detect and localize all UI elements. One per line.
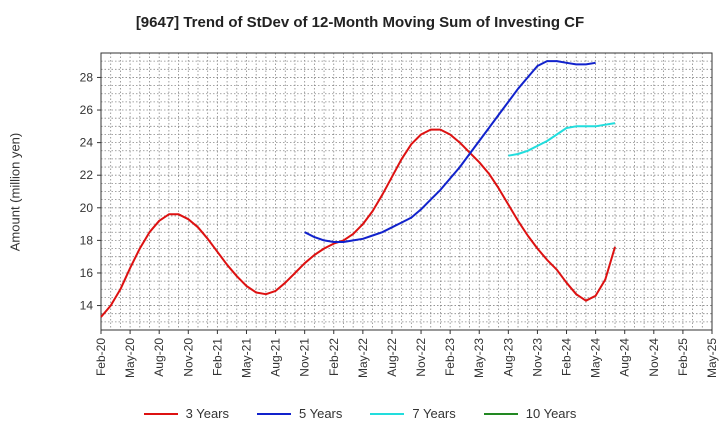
legend-swatch (370, 412, 405, 415)
x-tick-label: May-24 (589, 338, 603, 378)
series-line-3-years (100, 128, 616, 318)
x-tick-label: Nov-24 (647, 338, 661, 377)
y-tick-label: 18 (80, 233, 94, 247)
x-tick-label: Aug-23 (501, 338, 515, 377)
y-tick-label: 24 (80, 136, 94, 150)
legend-swatch (143, 412, 178, 415)
legend-item: 3 Years (143, 406, 229, 421)
x-tick-label: Feb-20 (94, 338, 108, 376)
y-tick-label: 22 (80, 168, 94, 182)
x-tick-label: Nov-22 (414, 338, 428, 377)
plot-frame (100, 52, 713, 331)
x-tick-label: Feb-23 (443, 338, 457, 376)
y-tick-label: 28 (80, 70, 94, 84)
x-tick-label: Feb-25 (676, 338, 690, 376)
legend-swatch (483, 412, 518, 415)
legend-item: 10 Years (483, 406, 577, 421)
x-tick-label: May-25 (705, 338, 719, 378)
x-tick-label: Aug-24 (618, 338, 632, 377)
x-tick-label: Feb-21 (210, 338, 224, 376)
legend-label: 7 Years (412, 406, 456, 421)
series-line-7-years (508, 122, 616, 157)
x-tick-label: Feb-24 (560, 338, 574, 376)
legend-label: 5 Years (299, 406, 343, 421)
x-tick-label: Aug-22 (385, 338, 399, 377)
y-tick-label: 16 (80, 266, 94, 280)
x-tick-label: May-21 (239, 338, 253, 378)
x-tick-label: Nov-20 (181, 338, 195, 377)
x-tick-label: Nov-21 (298, 338, 312, 377)
y-tick-label: 20 (80, 201, 94, 215)
legend: 3 Years 5 Years 7 Years 10 Years (0, 406, 720, 421)
y-tick-label: 26 (80, 103, 94, 117)
x-tick-label: May-23 (472, 338, 486, 378)
x-tick-label: May-20 (123, 338, 137, 378)
x-tick-label: Aug-20 (152, 338, 166, 377)
series-line-5-years (304, 60, 596, 243)
x-tick-label: May-22 (356, 338, 370, 378)
legend-label: 3 Years (185, 406, 229, 421)
legend-label: 10 Years (525, 406, 577, 421)
legend-item: 5 Years (257, 406, 342, 421)
y-tick-label: 14 (80, 299, 94, 313)
x-tick-label: Feb-22 (327, 338, 341, 376)
x-tick-label: Aug-21 (269, 338, 283, 377)
legend-swatch (257, 412, 291, 415)
x-tick-label: Nov-23 (530, 338, 544, 377)
legend-item: 7 Years (370, 406, 456, 421)
chart-title: [9647] Trend of StDev of 12-Month Moving… (135, 14, 585, 31)
